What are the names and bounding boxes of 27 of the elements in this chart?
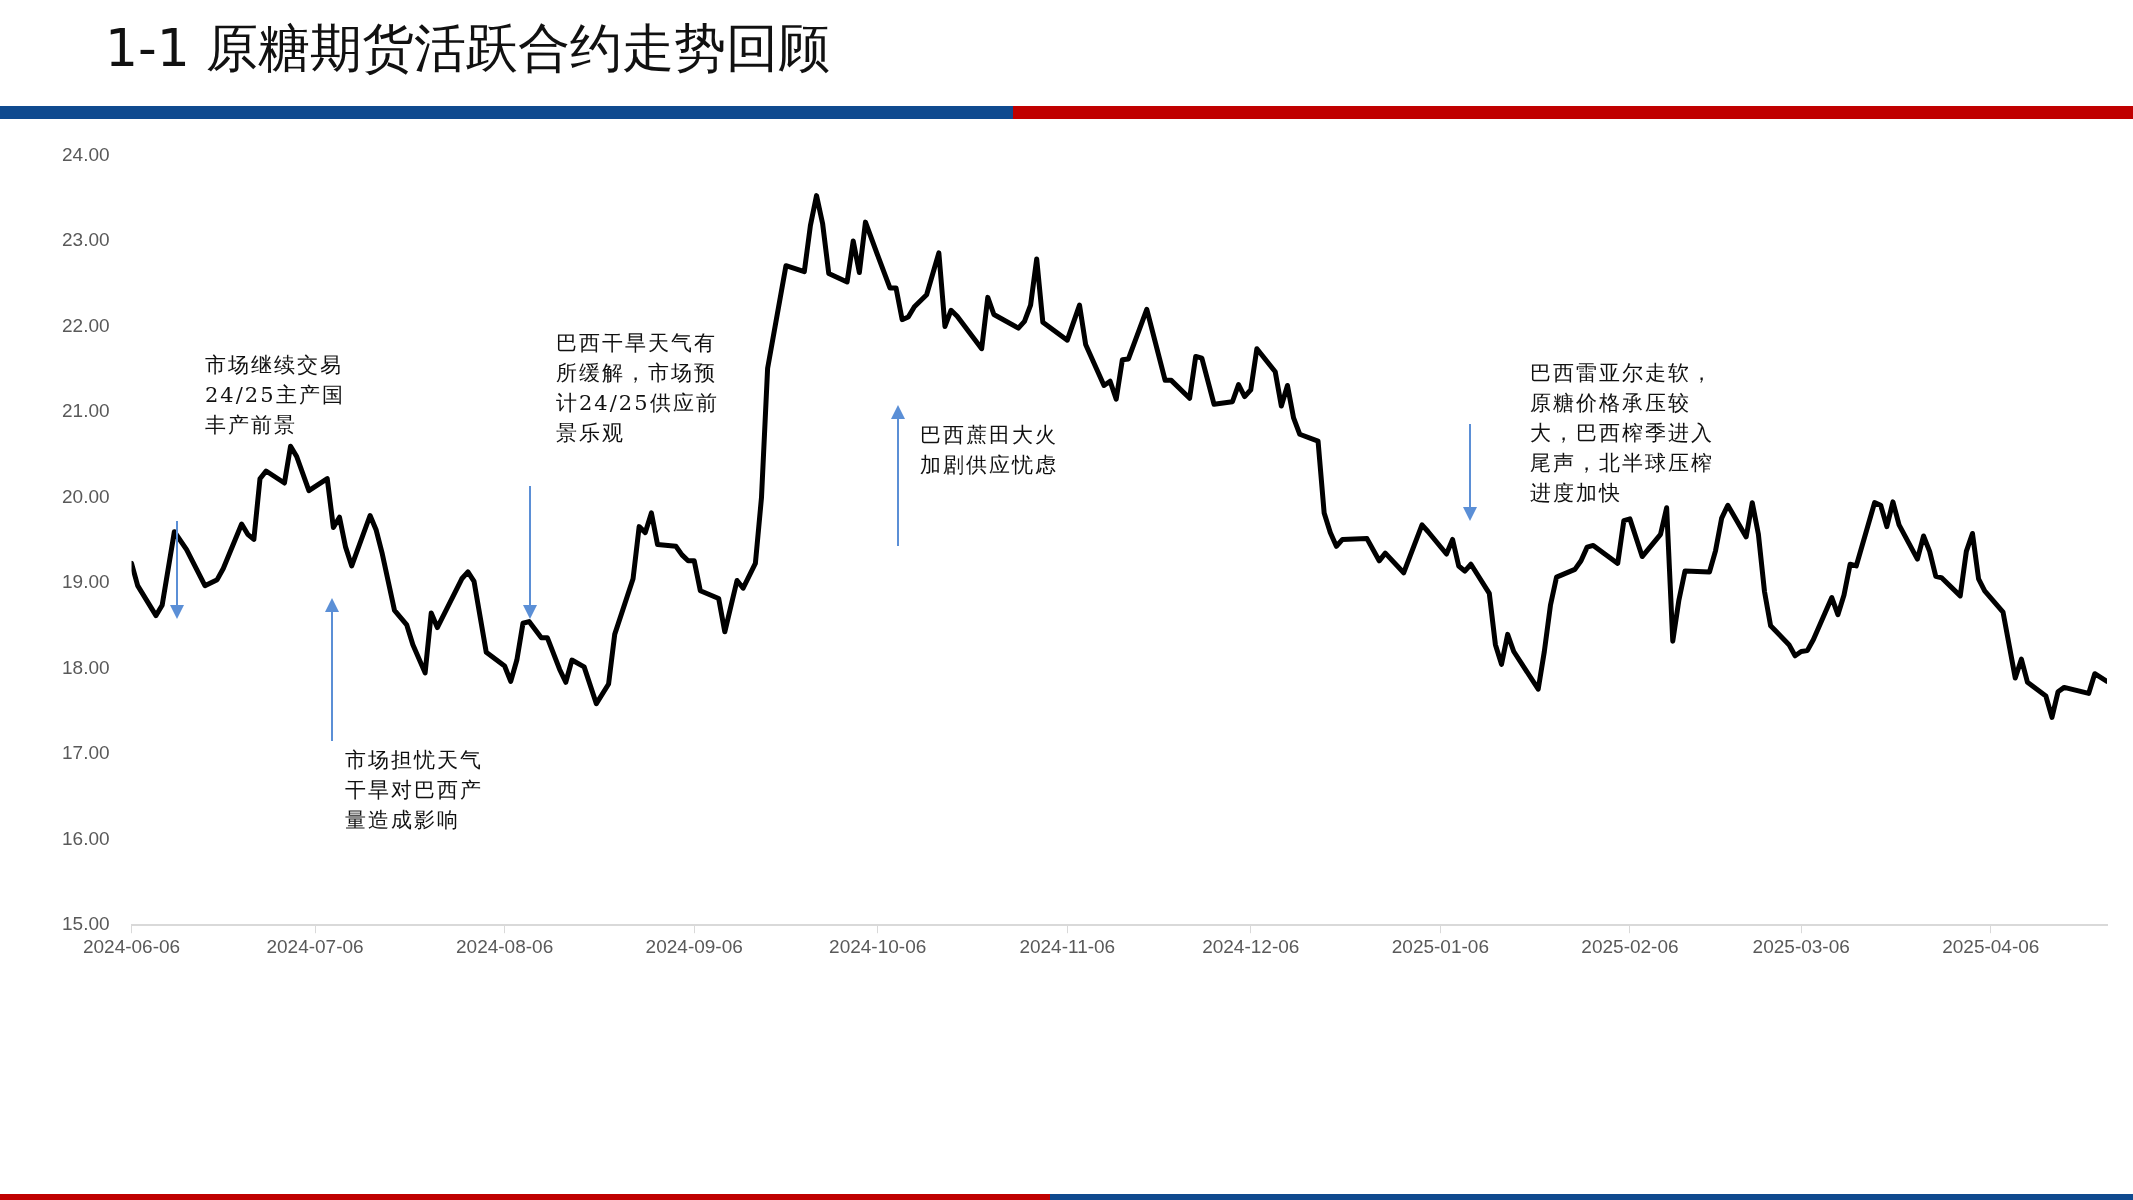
y-tick-label: 16.00 xyxy=(62,827,110,849)
annotation: 巴西蔗田大火加剧供应忧虑 xyxy=(920,422,1059,479)
x-tick-label: 2024-07-06 xyxy=(266,935,364,957)
y-tick-label: 23.00 xyxy=(62,229,110,251)
annotation: 市场继续交易24/25主产国丰产前景 xyxy=(205,352,346,439)
x-tick-label: 2025-02-06 xyxy=(1581,935,1679,957)
x-tick-label: 2025-03-06 xyxy=(1752,935,1850,957)
x-tick-label: 2024-09-06 xyxy=(645,935,743,957)
x-tick-label: 2024-10-06 xyxy=(829,935,927,957)
annotation: 巴西干旱天气有所缓解，市场预计24/25供应前景乐观 xyxy=(556,330,720,447)
y-tick-label: 18.00 xyxy=(62,656,110,678)
chart-title: 1-1 原糖期货活跃合约走势回顾 xyxy=(105,17,831,80)
x-tick-label: 2024-12-06 xyxy=(1202,935,1300,957)
annotation: 巴西雷亚尔走软，原糖价格承压较大，巴西榨季进入尾声，北半球压榨进度加快 xyxy=(1530,360,1715,507)
annotation: 市场担忧天气干旱对巴西产量造成影响 xyxy=(345,747,484,834)
y-tick-label: 21.00 xyxy=(62,400,110,422)
y-tick-label: 24.00 xyxy=(62,143,110,165)
y-tick-label: 22.00 xyxy=(62,314,110,336)
x-tick-label: 2024-06-06 xyxy=(82,935,181,957)
x-tick-label: 2024-08-06 xyxy=(456,935,554,957)
x-tick-label: 2024-11-06 xyxy=(1019,935,1116,957)
y-tick-label: 19.00 xyxy=(62,571,110,593)
x-tick-label: 2025-01-06 xyxy=(1391,935,1489,957)
x-tick-label: 2025-04-06 xyxy=(1942,935,2040,957)
y-tick-label: 15.00 xyxy=(62,913,110,935)
y-tick-label: 20.00 xyxy=(62,485,110,507)
y-tick-label: 17.00 xyxy=(62,742,110,764)
